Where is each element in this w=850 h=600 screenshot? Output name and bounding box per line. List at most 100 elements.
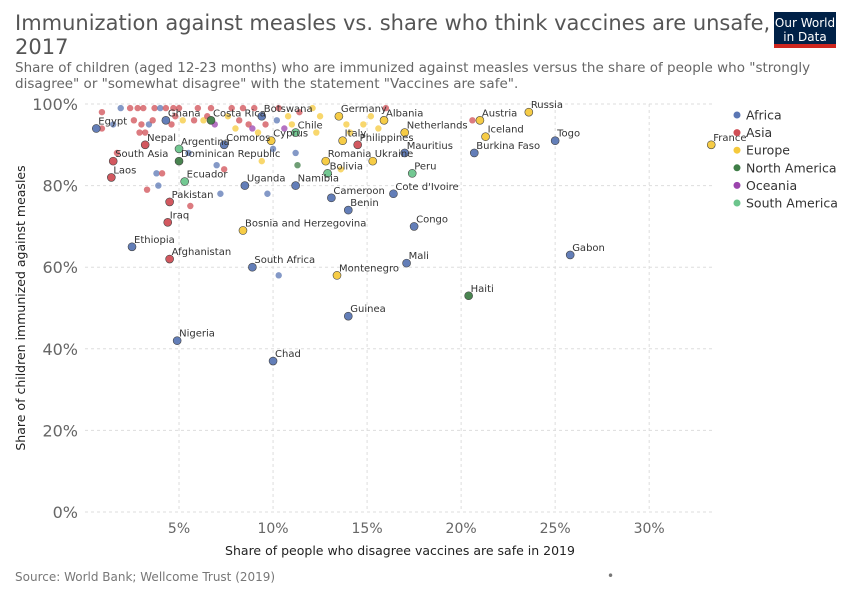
data-point[interactable] [327, 193, 336, 203]
data-point[interactable] [469, 117, 476, 124]
data-point[interactable] [343, 205, 353, 215]
data-point[interactable] [170, 104, 177, 112]
data-point[interactable] [407, 169, 417, 178]
data-point[interactable] [98, 125, 106, 132]
data-point[interactable] [153, 170, 160, 177]
legend-item-label[interactable]: Oceania [746, 178, 797, 193]
data-point[interactable] [108, 156, 118, 166]
data-point[interactable] [475, 116, 485, 125]
data-point[interactable] [346, 129, 354, 136]
data-point[interactable] [248, 262, 257, 272]
data-point[interactable] [206, 116, 216, 125]
data-point[interactable] [464, 291, 473, 301]
data-point[interactable] [375, 125, 382, 132]
legend-item-label[interactable]: North America [746, 160, 837, 175]
data-point[interactable] [194, 104, 202, 112]
data-point[interactable] [236, 117, 243, 124]
data-point[interactable] [113, 149, 121, 157]
data-point[interactable] [149, 117, 156, 124]
data-point[interactable] [140, 140, 150, 150]
data-point[interactable] [174, 156, 184, 166]
legend-item-label[interactable]: Africa [746, 108, 782, 123]
data-point[interactable] [321, 156, 331, 166]
data-point[interactable] [151, 104, 158, 112]
data-point[interactable] [284, 113, 292, 120]
legend-item-label[interactable]: Asia [746, 125, 772, 140]
data-point[interactable] [136, 129, 143, 136]
data-point[interactable] [296, 108, 303, 116]
data-point[interactable] [257, 111, 267, 121]
data-point[interactable] [207, 104, 215, 112]
data-point[interactable] [175, 104, 183, 112]
data-point[interactable] [469, 148, 479, 158]
data-point[interactable] [334, 111, 344, 121]
data-point[interactable] [161, 116, 171, 125]
data-point[interactable] [130, 117, 138, 124]
legend-item-label[interactable]: Europe [746, 143, 790, 158]
data-point[interactable] [337, 166, 344, 173]
data-point[interactable] [400, 148, 410, 158]
data-point[interactable] [382, 104, 390, 112]
data-point[interactable] [240, 181, 250, 190]
data-point[interactable] [309, 104, 316, 112]
data-point[interactable] [127, 242, 137, 252]
data-point[interactable] [141, 129, 149, 136]
data-point[interactable] [172, 336, 182, 345]
data-point[interactable] [281, 125, 288, 132]
data-point[interactable] [162, 104, 170, 112]
data-point[interactable] [238, 226, 248, 235]
data-point[interactable] [200, 117, 207, 124]
data-point[interactable] [140, 104, 147, 112]
data-point[interactable] [313, 129, 320, 136]
data-point[interactable] [138, 121, 145, 128]
data-point[interactable] [158, 170, 166, 177]
data-point[interactable] [110, 121, 117, 128]
data-point[interactable] [174, 144, 184, 154]
data-point[interactable] [343, 311, 353, 321]
data-point[interactable] [332, 271, 342, 280]
data-point[interactable] [143, 186, 151, 193]
data-point[interactable] [262, 121, 269, 128]
data-point[interactable] [254, 129, 262, 136]
data-point[interactable] [190, 117, 198, 124]
data-point[interactable] [379, 116, 389, 125]
data-point[interactable] [409, 222, 419, 231]
data-point[interactable] [179, 117, 186, 124]
data-point[interactable] [145, 121, 153, 128]
data-point[interactable] [155, 182, 162, 189]
data-point[interactable] [343, 121, 350, 128]
data-point[interactable] [98, 108, 106, 116]
data-point[interactable] [213, 162, 220, 169]
data-point[interactable] [224, 113, 232, 120]
data-point[interactable] [220, 166, 228, 173]
legend-item-label[interactable]: South America [746, 196, 838, 211]
data-point[interactable] [217, 190, 224, 197]
data-point[interactable] [228, 104, 235, 112]
data-point[interactable] [187, 202, 194, 210]
data-point[interactable] [524, 107, 534, 117]
data-point[interactable] [338, 136, 347, 146]
data-point[interactable] [273, 117, 281, 124]
data-point[interactable] [288, 121, 296, 128]
data-point[interactable] [185, 149, 192, 157]
data-point[interactable] [268, 356, 278, 366]
data-point[interactable] [157, 104, 164, 112]
data-point[interactable] [245, 121, 252, 128]
data-point[interactable] [134, 104, 141, 112]
data-point[interactable] [239, 104, 247, 112]
data-point[interactable] [481, 132, 490, 141]
data-point[interactable] [323, 169, 332, 178]
data-point[interactable] [291, 128, 300, 137]
data-point[interactable] [360, 121, 367, 128]
data-point[interactable] [316, 113, 324, 120]
data-point[interactable] [402, 258, 411, 268]
data-point[interactable] [249, 125, 256, 132]
data-point[interactable] [275, 104, 282, 112]
data-point[interactable] [389, 189, 398, 199]
data-point[interactable] [165, 197, 174, 207]
data-point[interactable] [180, 177, 189, 186]
data-point[interactable] [400, 128, 410, 137]
data-point[interactable] [163, 218, 173, 227]
data-point[interactable] [117, 104, 124, 112]
data-point[interactable] [91, 124, 101, 133]
